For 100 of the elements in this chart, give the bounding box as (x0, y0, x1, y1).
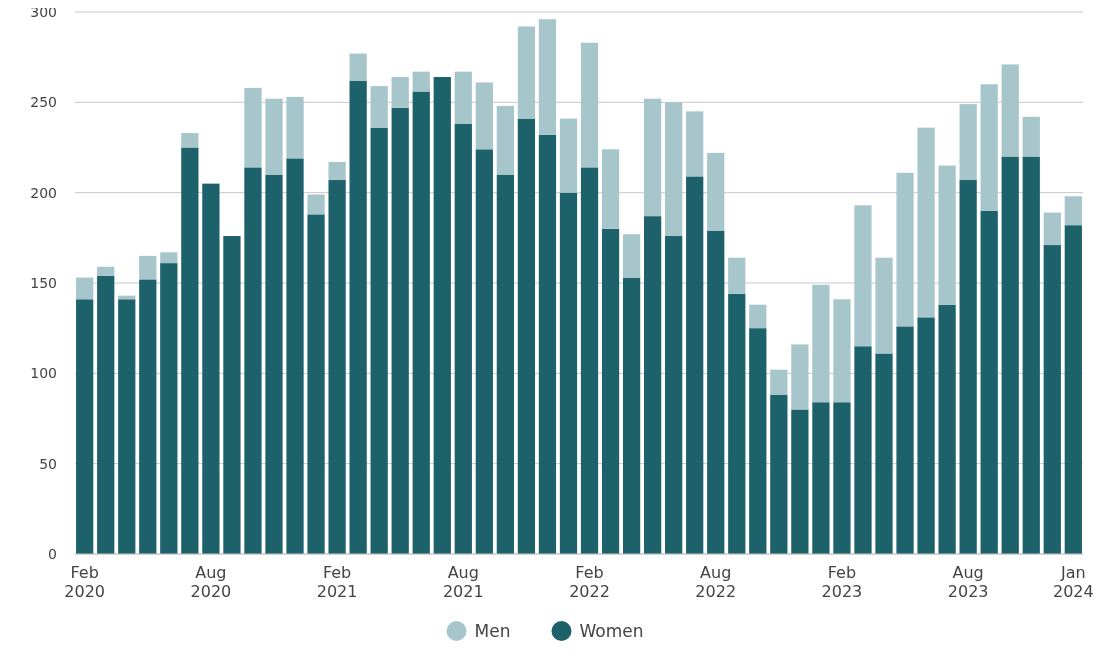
bar (644, 216, 662, 554)
bar (97, 266, 115, 276)
bar (76, 277, 94, 300)
bar (559, 118, 578, 193)
bar (139, 279, 157, 554)
bar (181, 147, 199, 554)
bar (559, 192, 578, 554)
bar (286, 158, 304, 554)
bar (286, 96, 304, 159)
bar (812, 402, 830, 554)
bar (1064, 225, 1082, 554)
x-tick-label: Feb 2020 (64, 563, 106, 601)
bar (475, 82, 493, 150)
bar (307, 194, 325, 215)
y-tick-label: 250 (30, 94, 57, 111)
bar (601, 149, 620, 229)
bar (875, 353, 893, 554)
bar (181, 133, 199, 148)
y-tick-label: 50 (39, 455, 57, 472)
bar (665, 102, 683, 237)
bar (412, 91, 430, 554)
bar (938, 304, 956, 554)
bar (370, 86, 388, 128)
bar (854, 346, 872, 554)
bar (980, 84, 998, 211)
bar (349, 80, 367, 554)
x-tick-label: Feb 2022 (569, 563, 610, 601)
bar (707, 152, 725, 231)
legend-label: Women (579, 620, 644, 641)
x-tick-label: Feb 2023 (821, 563, 863, 601)
bar (749, 328, 767, 554)
bar (917, 317, 935, 554)
bar (244, 167, 262, 554)
bar (223, 236, 241, 554)
y-tick-label: 150 (30, 274, 57, 291)
bar (749, 304, 767, 329)
bar (622, 234, 641, 278)
bar (896, 326, 914, 554)
bar (328, 180, 346, 554)
bar (307, 214, 325, 554)
bar (1001, 64, 1019, 157)
bar (665, 236, 683, 554)
x-tick-label: Aug 2020 (190, 563, 232, 601)
bar (686, 176, 704, 554)
bar (349, 53, 367, 81)
bar (791, 409, 809, 554)
bar (938, 165, 956, 305)
bar (328, 161, 346, 181)
bar (854, 205, 872, 347)
bar (707, 230, 725, 554)
y-tick-label: 0 (48, 545, 57, 562)
bar (517, 118, 536, 554)
bar (139, 255, 157, 280)
bar (496, 105, 514, 175)
bar (791, 344, 809, 410)
bar (160, 252, 178, 264)
bar (1022, 116, 1040, 157)
bar (833, 402, 851, 554)
bar (1064, 196, 1082, 226)
bar (475, 149, 493, 554)
bar (770, 395, 788, 554)
bar (391, 107, 409, 554)
bar (1043, 245, 1061, 554)
bar (244, 87, 262, 168)
bar (917, 127, 935, 318)
bar (202, 183, 220, 554)
bar (76, 299, 94, 554)
y-tick-label: 100 (30, 365, 57, 382)
x-tick-label: Aug 2023 (947, 563, 989, 601)
bar (896, 172, 914, 327)
bar (875, 257, 893, 354)
bar (538, 19, 557, 135)
x-tick-label: Aug 2021 (442, 563, 484, 601)
bar (686, 111, 704, 177)
bar (118, 299, 136, 554)
bar (601, 228, 620, 554)
y-tick-label: 200 (30, 184, 57, 201)
bar (833, 299, 851, 403)
bar (728, 293, 746, 554)
bar (980, 210, 998, 554)
bar (622, 277, 641, 554)
bar (454, 71, 472, 125)
bar (728, 257, 746, 294)
bar (265, 98, 283, 175)
bar (1043, 212, 1061, 246)
bar (1022, 156, 1040, 554)
bar (370, 127, 388, 554)
bar (1001, 156, 1019, 554)
bar (454, 124, 472, 554)
bar (959, 180, 977, 554)
bar (97, 275, 115, 554)
bar (770, 369, 788, 396)
bar (265, 174, 283, 554)
bar (812, 284, 830, 403)
x-tick-label: Jan 2024 (1052, 563, 1094, 601)
bar (412, 71, 430, 92)
x-tick-label: Feb 2021 (316, 563, 358, 601)
bar (496, 174, 514, 554)
bar (959, 104, 977, 181)
bar (433, 77, 451, 554)
